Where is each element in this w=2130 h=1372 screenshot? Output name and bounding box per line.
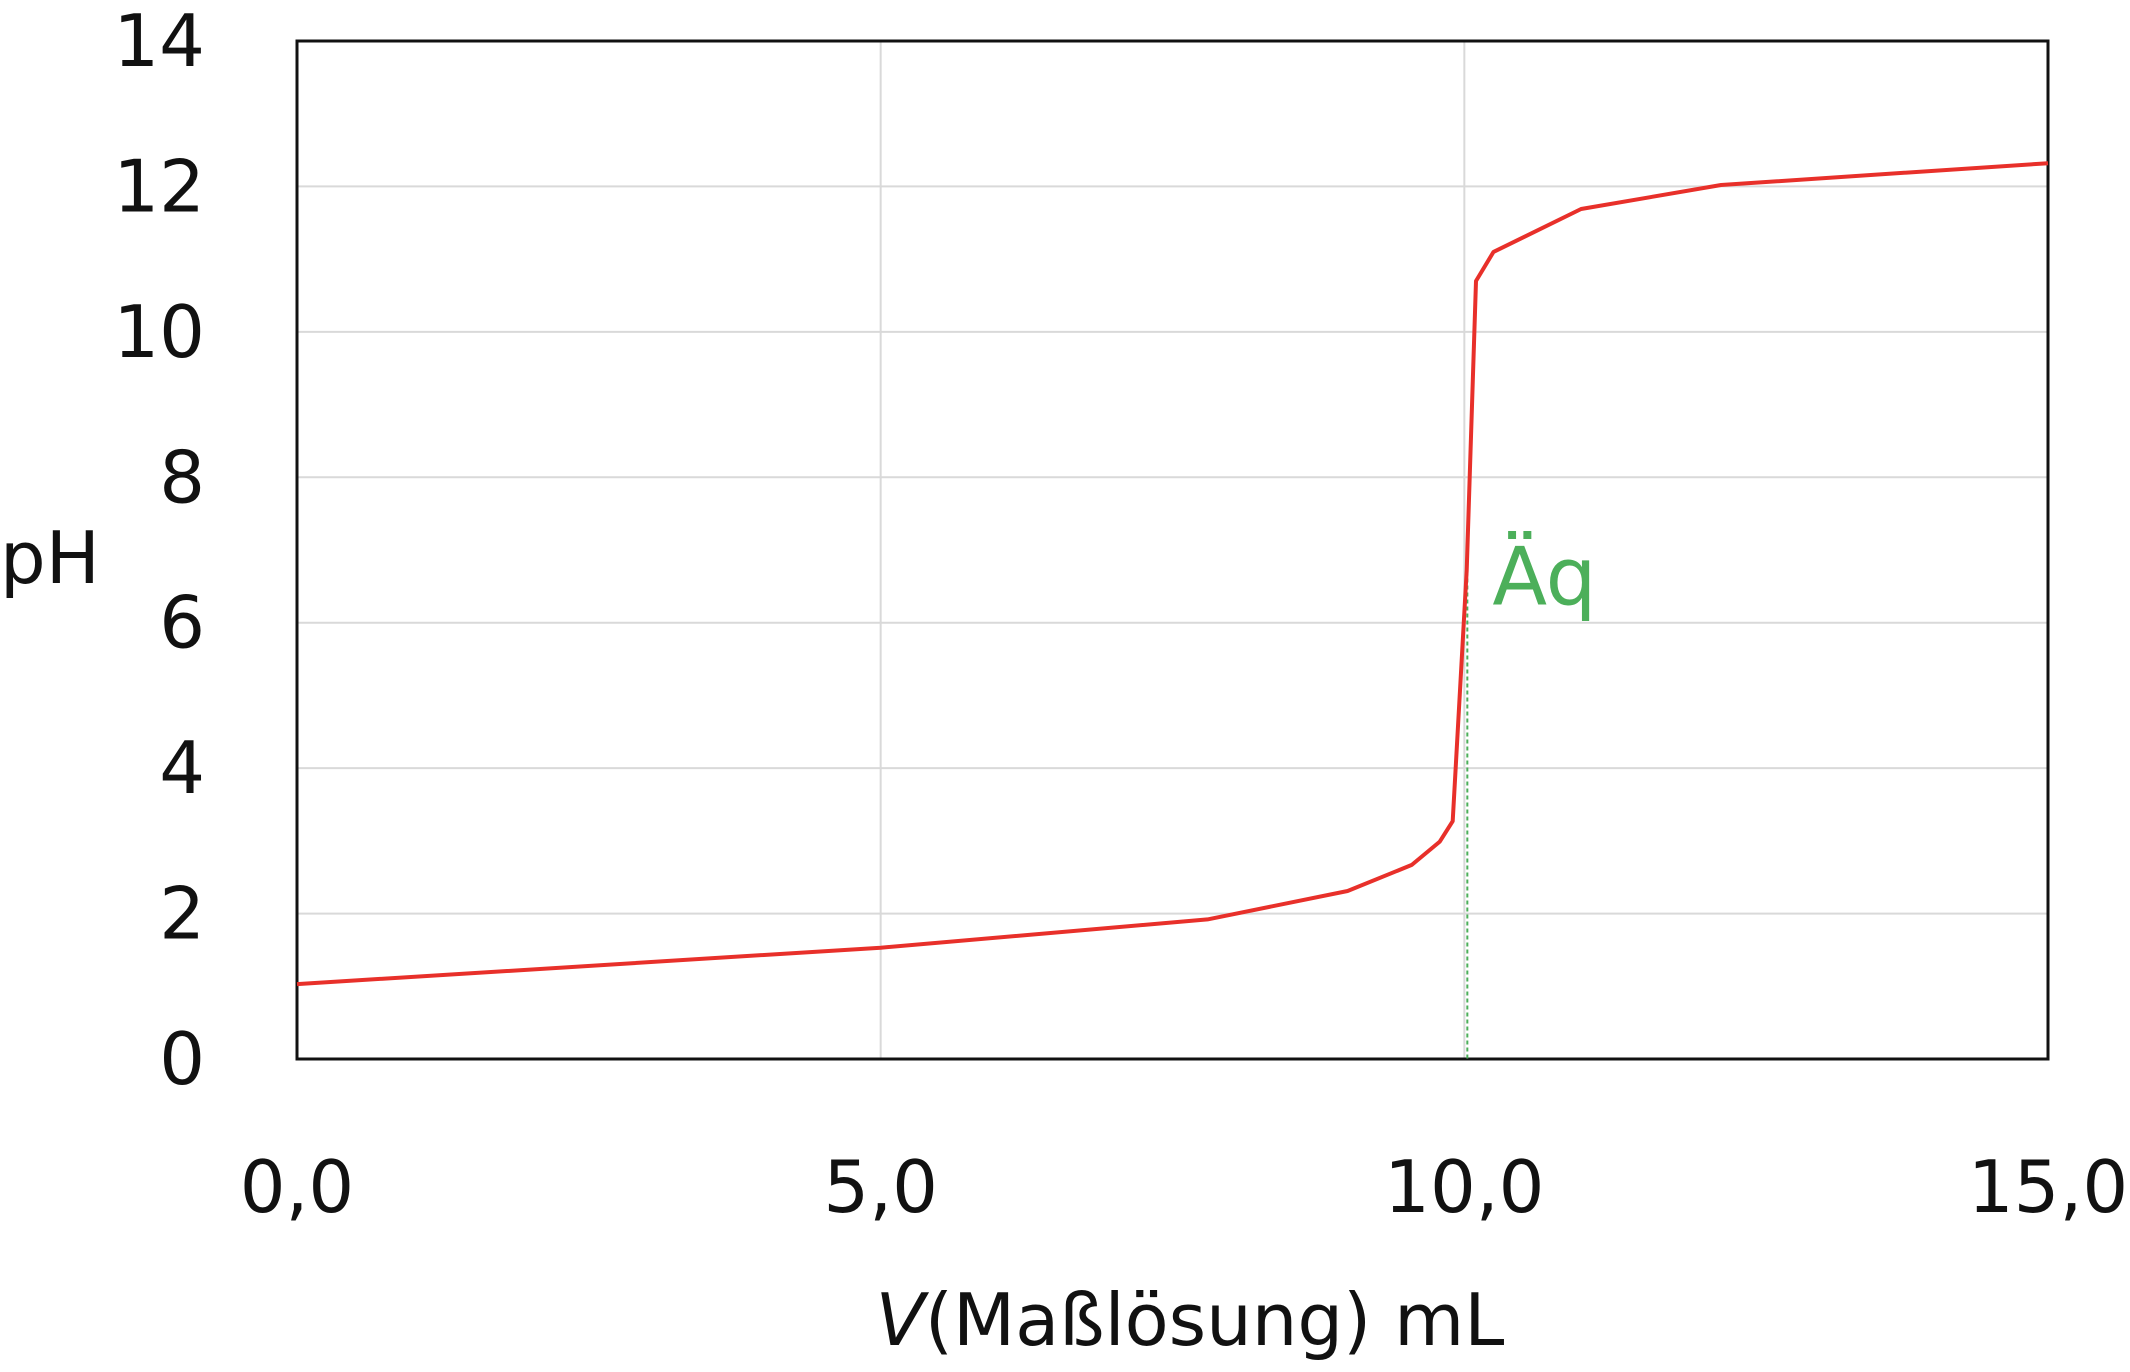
x-axis-variable: V <box>876 1278 930 1362</box>
y-tick-label: 8 <box>159 435 205 519</box>
x-axis-label: V(Maßlösung) mL <box>876 1278 1505 1362</box>
plot-frame <box>295 39 2050 1061</box>
x-tick-label: 5,0 <box>823 1145 938 1229</box>
y-axis-label: pH <box>0 516 100 600</box>
grid: 0 2 4 6 8 10 12 14 0,0 5,0 10,0 15,0 <box>113 0 2128 1229</box>
x-tick-label: 0,0 <box>240 1145 355 1229</box>
y-tick-label: 2 <box>159 872 205 956</box>
y-tick-label: 14 <box>113 0 205 83</box>
x-axis-unit: (Maßlösung) mL <box>925 1278 1504 1362</box>
x-tick-label: 10,0 <box>1384 1145 1544 1229</box>
y-tick-label: 4 <box>159 726 205 810</box>
y-tick-label: 10 <box>113 290 205 374</box>
y-tick-label: 0 <box>159 1017 205 1101</box>
x-tick-label: 15,0 <box>1968 1145 2128 1229</box>
titration-curve <box>296 161 2049 987</box>
y-tick-label: 12 <box>113 144 205 228</box>
equivalence-label: Äq <box>1492 531 1596 624</box>
y-tick-label: 6 <box>159 581 205 665</box>
